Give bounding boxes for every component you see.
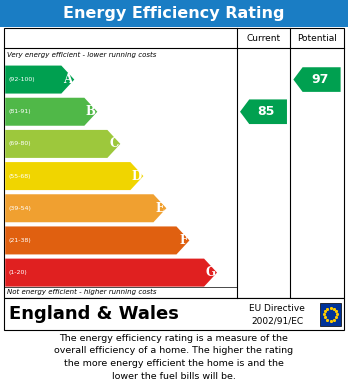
Text: B: B: [86, 105, 95, 118]
Text: The energy efficiency rating is a measure of the
overall efficiency of a home. T: The energy efficiency rating is a measur…: [54, 334, 294, 381]
Polygon shape: [5, 98, 97, 126]
Text: EU Directive
2002/91/EC: EU Directive 2002/91/EC: [250, 304, 305, 325]
Text: England & Wales: England & Wales: [9, 305, 179, 323]
Text: Energy Efficiency Rating: Energy Efficiency Rating: [63, 6, 285, 21]
Text: (1-20): (1-20): [8, 270, 27, 275]
Polygon shape: [293, 67, 341, 92]
Text: 97: 97: [311, 73, 329, 86]
Text: (39-54): (39-54): [8, 206, 31, 211]
Polygon shape: [240, 99, 287, 124]
Polygon shape: [5, 226, 189, 255]
Text: E: E: [156, 202, 165, 215]
Polygon shape: [5, 194, 166, 222]
Text: A: A: [63, 73, 72, 86]
Bar: [4, 28, 344, 298]
Polygon shape: [5, 258, 217, 287]
Text: 85: 85: [258, 105, 275, 118]
Polygon shape: [5, 162, 143, 190]
Text: (21-38): (21-38): [8, 238, 31, 243]
Text: D: D: [131, 170, 141, 183]
Polygon shape: [5, 130, 120, 158]
Text: (69-80): (69-80): [8, 142, 31, 146]
Bar: [4, 298, 344, 330]
Text: Very energy efficient - lower running costs: Very energy efficient - lower running co…: [7, 52, 156, 58]
Bar: [320, 303, 341, 326]
Text: C: C: [109, 137, 118, 151]
Bar: [0, 0, 348, 27]
Text: Potential: Potential: [297, 34, 337, 43]
Text: (55-68): (55-68): [8, 174, 31, 179]
Text: F: F: [179, 234, 188, 247]
Text: G: G: [205, 266, 215, 279]
Text: Current: Current: [246, 34, 280, 43]
Text: Not energy efficient - higher running costs: Not energy efficient - higher running co…: [7, 289, 157, 295]
Text: (81-91): (81-91): [8, 109, 31, 114]
Text: (92-100): (92-100): [8, 77, 35, 82]
Polygon shape: [5, 66, 74, 93]
